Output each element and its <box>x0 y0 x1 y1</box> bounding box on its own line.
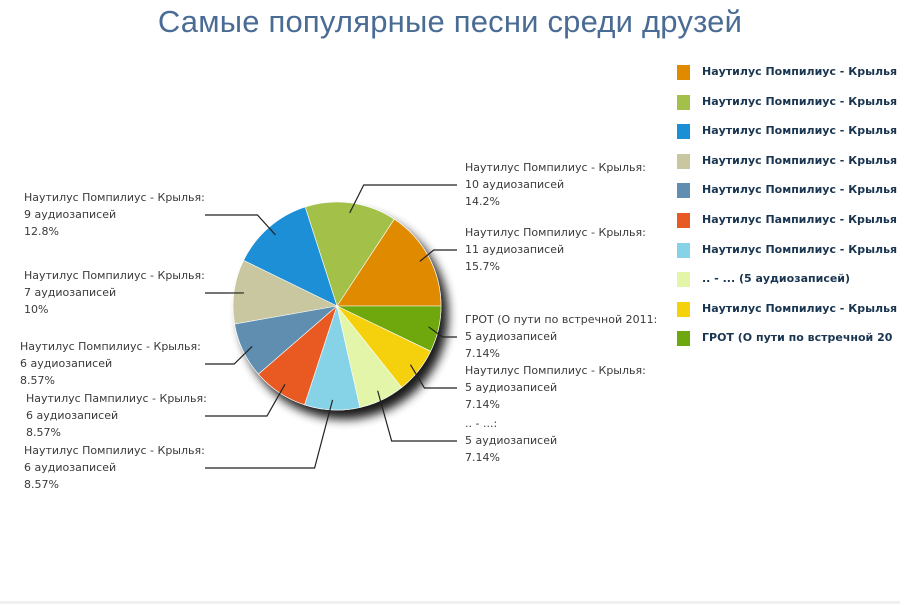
slice-label-count: 9 аудиозаписей <box>24 208 116 221</box>
legend-item: Наутилус Помпилиус - Крылья <box>677 151 900 181</box>
pie-slice <box>304 201 395 307</box>
pie-slice <box>336 305 442 352</box>
slice-label-count: 10 аудиозаписей <box>465 178 564 191</box>
slice-label-percent: 8.57% <box>26 426 61 439</box>
leader-lines <box>205 184 457 469</box>
slice-label-count: 5 аудиозаписей <box>465 434 557 447</box>
leader-line <box>419 249 457 262</box>
legend-label: Наутилус Помпилиус - Крылья <box>702 153 898 167</box>
legend-label: ГРОТ (О пути по встречной 20 <box>702 331 893 345</box>
legend-item: .. - ... (5 аудиозаписей) <box>677 269 900 299</box>
legend-label: .. - ... (5 аудиозаписей) <box>702 272 851 286</box>
legend-label: Наутилус Помпилиус - Крылья <box>702 124 898 138</box>
legend-label: Наутилус Помпилиус - Крылья <box>702 301 898 315</box>
chart-title: Самые популярные песни среди друзей <box>157 4 743 39</box>
slice-label-title: Наутилус Помпилиус - Крылья: <box>465 364 646 377</box>
legend-item: ГРОТ (О пути по встречной 20 <box>677 328 900 358</box>
leader-line <box>205 346 253 365</box>
slice-label-percent: 15.7% <box>465 260 500 273</box>
slice-label-percent: 8.57% <box>20 374 55 387</box>
slice-label-percent: 7.14% <box>465 398 500 411</box>
slice-label-count: 5 аудиозаписей <box>465 330 557 343</box>
legend-item: Наутилус Помпилиус - Крылья <box>677 121 900 151</box>
legend-label: Наутилус Пампилиус - Крылья <box>702 212 897 226</box>
legend-swatch <box>677 183 690 199</box>
legend-swatch <box>677 331 690 347</box>
slice-label-count: 6 аудиозаписей <box>26 409 118 422</box>
legend-item: Наутилус Помпилиус - Крылья <box>677 62 900 92</box>
footer-divider <box>0 601 900 604</box>
slice-label-title: Наутилус Помпилиус - Крылья: <box>24 444 205 457</box>
slice-label-percent: 7.14% <box>465 451 500 464</box>
slice-label-percent: 8.57% <box>24 478 59 491</box>
legend-label: Наутилус Помпилиус - Крылья <box>702 94 898 108</box>
legend-swatch <box>677 94 690 110</box>
pie-slice <box>336 218 442 307</box>
leader-line <box>377 390 457 442</box>
slice-label-title: Наутилус Помпилиус - Крылья: <box>24 191 205 204</box>
legend-item: Наутилус Пампилиус - Крылья <box>677 210 900 240</box>
leader-line <box>205 399 334 469</box>
slice-label-title: Наутилус Помпилиус - Крылья: <box>465 161 646 174</box>
legend-swatch <box>677 242 690 258</box>
legend-swatch <box>677 153 690 169</box>
slice-label-title: .. - ...: <box>465 417 497 430</box>
leader-line <box>428 326 457 338</box>
pie-slices <box>232 201 442 411</box>
legend-label: Наутилус Помпилиус - Крылья <box>702 65 898 78</box>
slice-label-percent: 7.14% <box>465 347 500 360</box>
legend: Наутилус Помпилиус - Крылья Наутилус Помп… <box>677 62 900 358</box>
slice-label-title: Наутилус Пампилиус - Крылья: <box>26 392 207 405</box>
leader-line <box>205 383 286 417</box>
legend-swatch <box>677 212 690 228</box>
slice-label-title: Наутилус Помпилиус - Крылья: <box>24 269 205 282</box>
slice-label-title: Наутилус Помпилиус - Крылья: <box>20 340 201 353</box>
leader-line <box>349 184 457 214</box>
slice-label-count: 11 аудиозаписей <box>465 243 564 256</box>
slice-label-percent: 14.2% <box>465 195 500 208</box>
legend-swatch <box>677 65 690 80</box>
legend-label: Наутилус Помпилиус - Крылья <box>702 183 898 197</box>
slice-label-percent: 12.8% <box>24 225 59 238</box>
slice-label-title: ГРОТ (О пути по встречной 2011: <box>465 313 657 326</box>
legend-swatch <box>677 272 690 288</box>
slice-label-count: 6 аудиозаписей <box>24 461 116 474</box>
slice-label-count: 5 аудиозаписей <box>465 381 557 394</box>
slice-label-title: Наутилус Помпилиус - Крылья: <box>465 226 646 239</box>
legend-item: Наутилус Помпилиус - Крылья <box>677 92 900 122</box>
slice-label-count: 7 аудиозаписей <box>24 286 116 299</box>
legend-item: Наутилус Помпилиус - Крылья <box>677 299 900 329</box>
slice-label-percent: 10% <box>24 303 48 316</box>
slice-label-count: 6 аудиозаписей <box>20 357 112 370</box>
leader-line <box>409 364 457 389</box>
legend-item: Наутилус Помпилиус - Крылья <box>677 240 900 270</box>
legend-swatch <box>677 301 690 317</box>
slice-labels: Наутилус Помпилиус - Крылья: 11 аудиозапи… <box>20 161 657 491</box>
legend-label: Наутилус Помпилиус - Крылья <box>702 242 898 256</box>
leader-line <box>205 214 276 236</box>
legend-item: Наутилус Помпилиус - Крылья <box>677 180 900 210</box>
legend-swatch <box>677 124 690 140</box>
